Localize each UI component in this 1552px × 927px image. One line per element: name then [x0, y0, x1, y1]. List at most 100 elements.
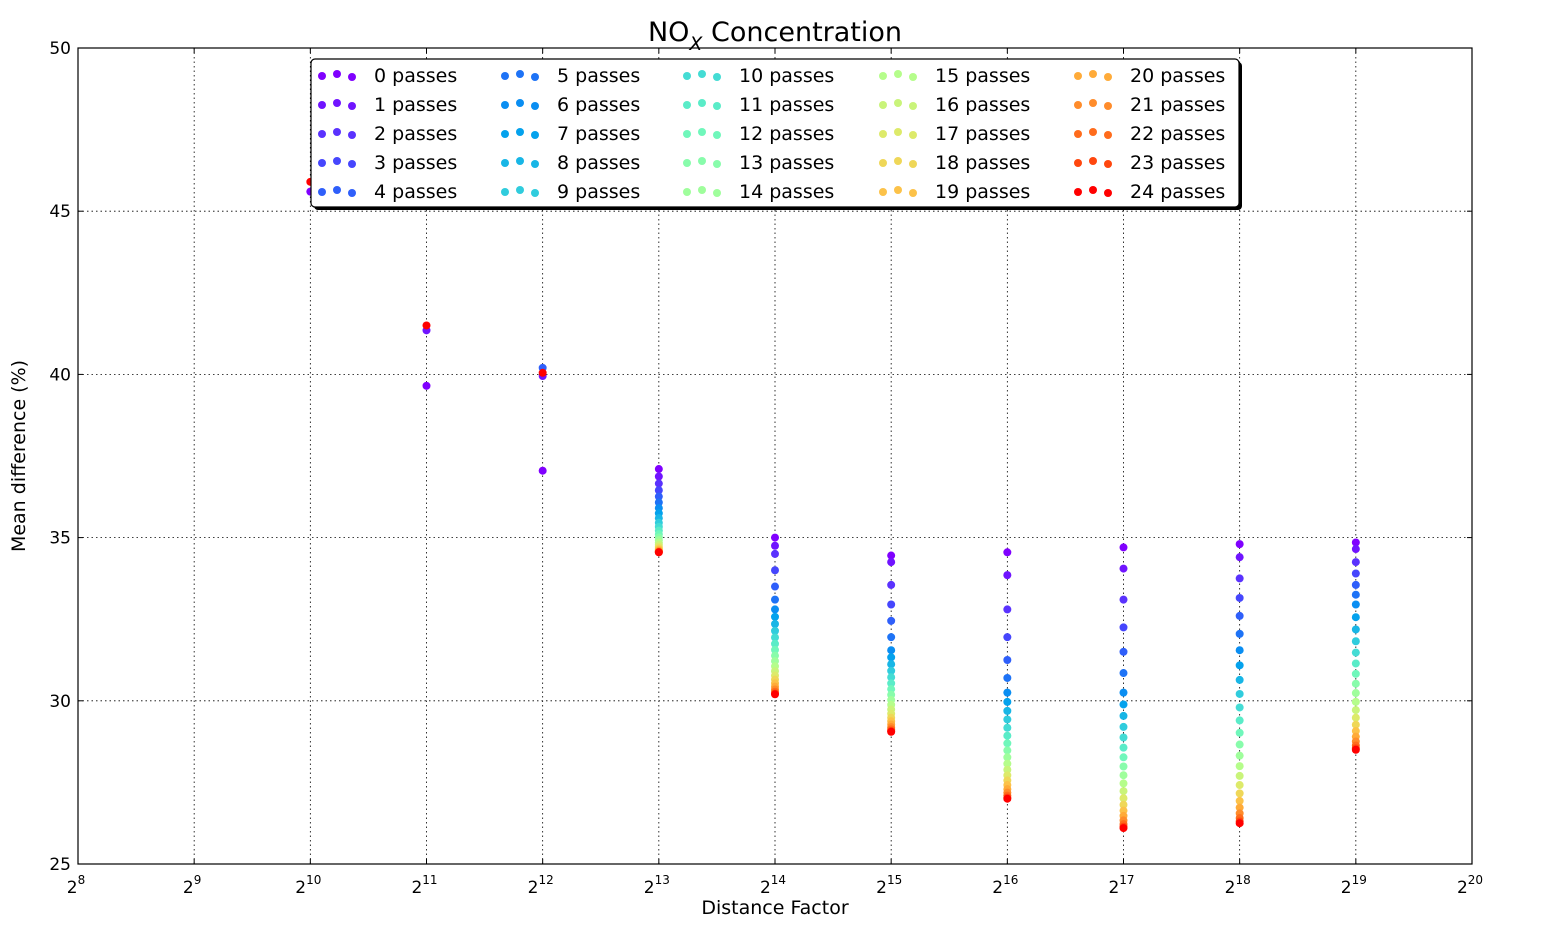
legend-marker — [909, 189, 917, 197]
scatter-point — [1003, 697, 1012, 706]
y-tick-label: 50 — [49, 39, 71, 59]
x-axis-label: Distance Factor — [701, 897, 848, 919]
scatter-point — [1003, 731, 1012, 740]
legend-marker — [1074, 72, 1082, 80]
scatter-point — [1235, 803, 1244, 812]
scatter-point — [771, 639, 779, 648]
legend-marker — [318, 130, 326, 138]
legend-marker — [909, 73, 917, 81]
legend-marker — [894, 157, 902, 165]
legend-entry: 5 passes — [501, 65, 640, 87]
scatter-point — [887, 660, 896, 669]
legend-entry: 22 passes — [1074, 123, 1225, 145]
scatter-point — [538, 466, 547, 475]
legend-marker — [683, 130, 691, 138]
scatter-point — [1003, 723, 1012, 732]
legend-label: 4 passes — [374, 181, 457, 203]
legend-marker — [698, 186, 706, 194]
scatter-point — [771, 605, 779, 614]
legend-label: 12 passes — [739, 123, 834, 145]
scatter-point — [1119, 669, 1128, 678]
legend-label: 7 passes — [557, 123, 640, 145]
legend-label: 18 passes — [935, 152, 1030, 174]
legend-entry: 14 passes — [683, 181, 834, 203]
scatter-point — [1003, 739, 1012, 748]
legend-entry: 11 passes — [683, 94, 834, 116]
scatter-point — [422, 321, 431, 330]
scatter-point — [1235, 789, 1244, 798]
chart-title-rest: Concentration — [702, 17, 902, 48]
legend-entry: 21 passes — [1074, 94, 1225, 116]
legend-marker — [516, 128, 524, 136]
scatter-point — [538, 368, 547, 377]
scatter-point — [654, 548, 663, 557]
scatter-point — [1119, 787, 1128, 796]
scatter-point — [1235, 796, 1244, 805]
scatter-point — [771, 633, 779, 642]
y-tick-label: 35 — [49, 529, 71, 549]
scatter-point — [1351, 697, 1360, 706]
scatter-point — [654, 492, 663, 501]
legend-label: 15 passes — [935, 65, 1030, 87]
scatter-point — [1235, 771, 1244, 780]
scatter-point — [771, 595, 779, 604]
scatter-point — [1119, 779, 1128, 788]
scatter-point — [771, 619, 779, 628]
legend-label: 16 passes — [935, 94, 1030, 116]
scatter-point — [1119, 771, 1128, 780]
scatter-point — [1351, 648, 1360, 657]
legend-marker — [333, 99, 341, 107]
legend-entry: 3 passes — [318, 152, 457, 174]
scatter-point — [1119, 762, 1128, 771]
legend-label: 1 passes — [374, 94, 457, 116]
legend-marker — [713, 73, 721, 81]
scatter-point — [771, 626, 779, 635]
scatter-point — [1119, 564, 1128, 573]
legend-marker — [501, 188, 509, 196]
scatter-point — [887, 679, 896, 688]
scatter-point — [1351, 558, 1360, 567]
x-tick-label: 214 — [760, 873, 786, 898]
legend-marker — [1074, 188, 1082, 196]
legend-entry: 10 passes — [683, 65, 834, 87]
legend-marker — [1089, 128, 1097, 136]
y-tick-label: 45 — [49, 202, 71, 222]
legend-marker — [698, 70, 706, 78]
legend-marker — [318, 188, 326, 196]
legend-marker — [894, 70, 902, 78]
legend-marker — [501, 101, 509, 109]
scatter-point — [1351, 727, 1360, 736]
legend-marker — [1089, 157, 1097, 165]
legend-marker — [318, 159, 326, 167]
scatter-point — [887, 551, 896, 560]
scatter-point — [1235, 819, 1244, 828]
legend-label: 11 passes — [739, 94, 834, 116]
scatter-point — [887, 685, 896, 694]
legend-label: 0 passes — [374, 65, 457, 87]
scatter-point — [771, 582, 779, 591]
legend-marker — [333, 70, 341, 78]
legend-marker — [698, 99, 706, 107]
x-tick-label: 218 — [1225, 873, 1251, 898]
scatter-point — [1119, 623, 1128, 632]
legend-marker — [348, 160, 356, 168]
legend-marker — [879, 159, 887, 167]
legend-marker — [531, 73, 539, 81]
legend-marker — [501, 72, 509, 80]
scatter-point — [1235, 593, 1244, 602]
chart-title-main: NO — [648, 17, 689, 48]
scatter-point — [771, 690, 779, 699]
scatter-point — [1235, 716, 1244, 725]
scatter-point — [887, 666, 896, 675]
scatter-point — [1119, 743, 1128, 752]
scatter-point — [1235, 781, 1244, 790]
legend-label: 3 passes — [374, 152, 457, 174]
scatter-point — [1351, 538, 1360, 547]
scatter-point — [1235, 540, 1244, 549]
legend-marker — [713, 102, 721, 110]
scatter-point — [1119, 700, 1128, 709]
legend-marker — [333, 186, 341, 194]
scatter-point — [1351, 713, 1360, 722]
legend-marker — [1104, 160, 1112, 168]
scatter-point — [1119, 824, 1128, 833]
